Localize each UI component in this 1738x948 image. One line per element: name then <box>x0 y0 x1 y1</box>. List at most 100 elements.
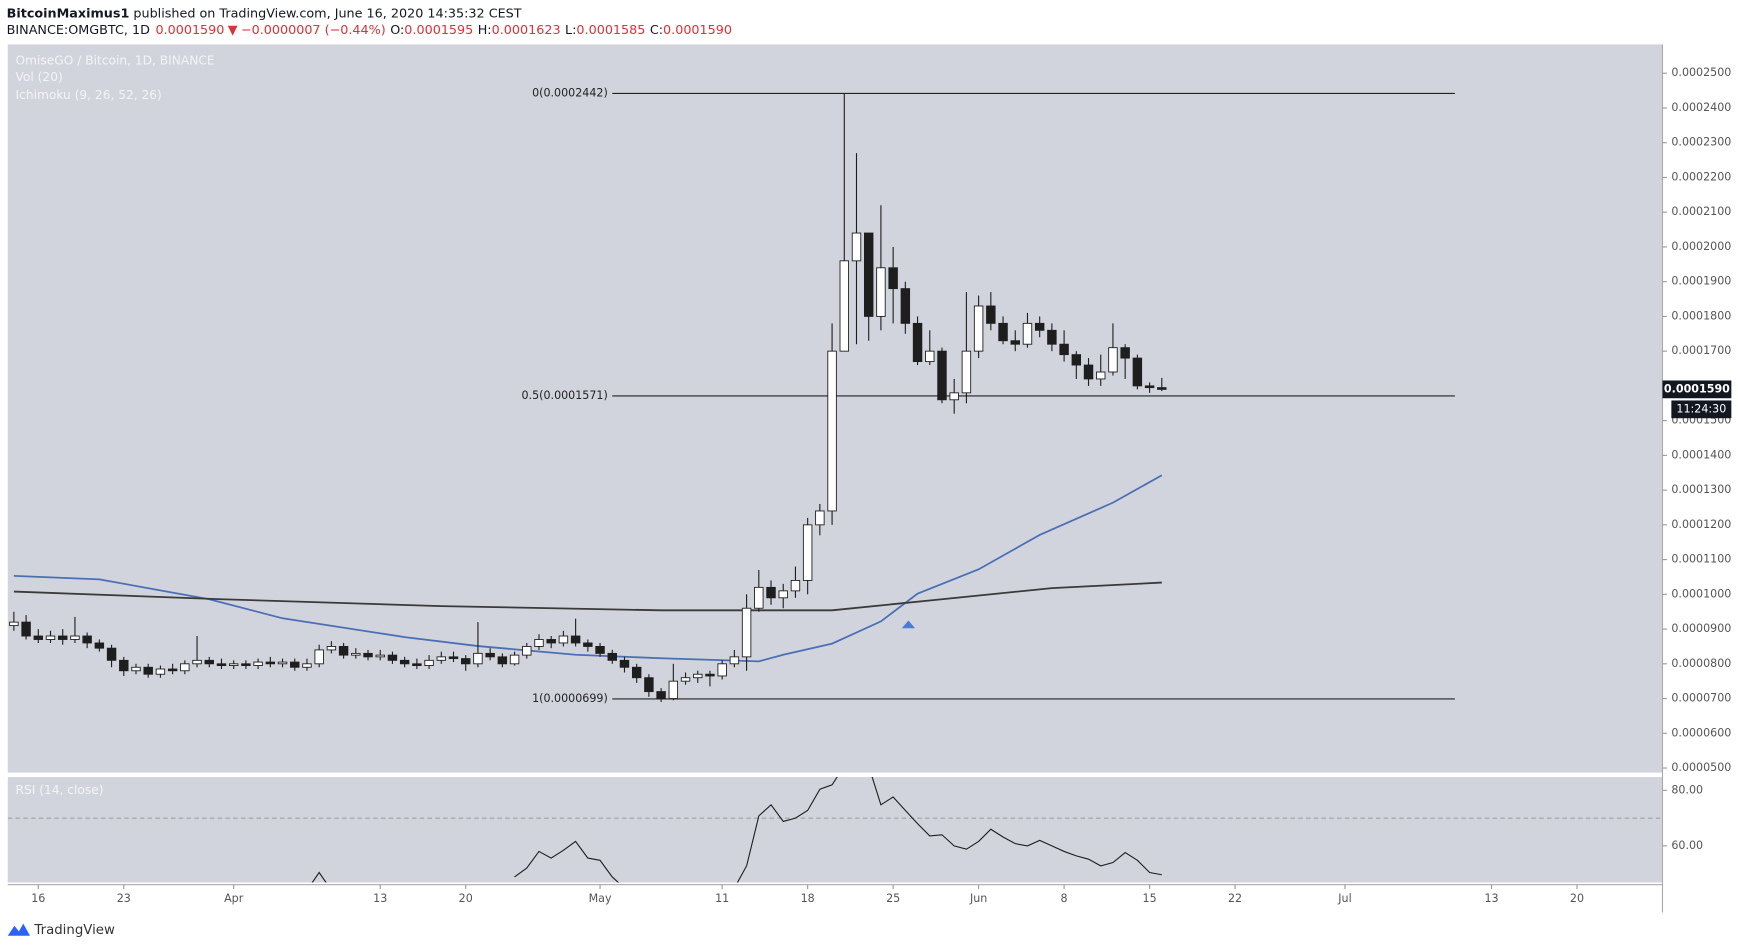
candle-body <box>1108 347 1118 373</box>
fib-label: 0(0.0002442) <box>532 86 608 99</box>
candle-body <box>1083 364 1094 380</box>
x-tick-label: Apr <box>224 892 244 905</box>
ohlc-label: C: <box>650 22 663 37</box>
candle-body <box>216 663 227 666</box>
y-tick-label: 0.0001700 <box>1671 344 1731 357</box>
y-tick-label: 0.0001000 <box>1671 587 1731 600</box>
candle-body <box>1132 357 1143 387</box>
candle-body <box>363 652 373 658</box>
candle-body <box>925 350 935 363</box>
candle-body <box>851 232 862 262</box>
candle-body <box>546 639 556 644</box>
candle-body <box>461 658 471 665</box>
y-tick-label: 0.0000500 <box>1671 761 1731 774</box>
candle-body <box>619 659 630 668</box>
candle-body <box>192 659 202 665</box>
candle-body <box>1071 354 1082 366</box>
candle-body <box>253 661 263 666</box>
candle-body <box>131 666 141 672</box>
published: published on TradingView.com, June 16, 2… <box>129 6 521 21</box>
last-price-label: 0.0001590 <box>1664 382 1730 395</box>
candle-body <box>998 322 1008 342</box>
candle-body <box>497 656 508 665</box>
y-tick-label: 0.0000800 <box>1671 657 1731 670</box>
candle-body <box>1047 329 1057 345</box>
candle-body <box>82 635 92 644</box>
candle-body <box>900 288 911 324</box>
candle-body <box>888 267 898 290</box>
candle-body <box>509 654 520 665</box>
candle-body <box>802 524 813 581</box>
x-tick-label: 23 <box>117 892 131 905</box>
candle-body <box>631 666 642 679</box>
header-line: BitcoinMaximus1 published on TradingView… <box>7 6 522 21</box>
candle-body <box>827 350 837 512</box>
legend-title: OmiseGO / Bitcoin, 1D, BINANCE <box>16 54 215 68</box>
x-tick-label: 20 <box>1570 892 1584 905</box>
candle-body <box>949 392 959 401</box>
candle-body <box>1096 371 1106 380</box>
candle-body <box>1010 340 1020 345</box>
header-line: BINANCE:OMGBTC, 1D 0.0001590 ▼ −0.0000007 (… <box>7 22 732 37</box>
x-tick-label: 13 <box>1484 892 1498 905</box>
ohlc-label: L: <box>565 22 576 37</box>
rsi-tick-label: 60.00 <box>1671 839 1703 852</box>
candle-body <box>204 659 214 665</box>
rsi-tick-label: 80.00 <box>1671 783 1703 796</box>
y-tick-label: 0.0002300 <box>1671 136 1731 149</box>
last-price-box <box>1662 380 1732 399</box>
x-tick-label: 20 <box>459 892 473 905</box>
candle-body <box>412 663 422 666</box>
candle-body <box>436 656 447 661</box>
candle-body <box>1059 343 1069 356</box>
candle-body <box>583 642 593 647</box>
arrow: ▼ <box>228 22 238 37</box>
candle-body <box>741 607 752 658</box>
candle-body <box>9 621 19 627</box>
candle-body <box>522 645 532 656</box>
y-tick-label: 0.0002200 <box>1671 170 1731 183</box>
candle-body <box>754 586 764 609</box>
candle-body <box>558 635 569 644</box>
candle-body <box>326 645 337 651</box>
candle-body <box>228 663 239 666</box>
symbol: BINANCE:OMGBTC, 1D <box>7 22 150 37</box>
candle-body <box>399 659 410 665</box>
candle-body <box>155 668 166 675</box>
candle-body <box>863 232 874 317</box>
candle-body <box>815 510 825 526</box>
candle-body <box>302 663 312 668</box>
ohlc-label: O: <box>390 22 404 37</box>
last: 0.0001590 <box>155 22 224 37</box>
ohlc-value: 0.0001595 <box>404 22 473 37</box>
axes: 0.0000500 0.0000600 0.0000700 0.0000800 0.00… <box>31 66 1731 905</box>
candle-body <box>961 350 972 394</box>
candle-body <box>607 652 617 661</box>
candle-body <box>70 635 80 640</box>
ohlc-value: 0.0001585 <box>576 22 645 37</box>
change: −0.0000007 (−0.44%) <box>241 22 386 37</box>
candle-body <box>937 350 947 401</box>
x-tick-label: 18 <box>801 892 815 905</box>
candle-body <box>717 663 727 677</box>
candle-body <box>338 645 349 656</box>
candle-body <box>1120 347 1130 359</box>
y-tick-label: 0.0002500 <box>1671 66 1731 79</box>
candle-body <box>973 305 984 352</box>
ohlc-value: 0.0001623 <box>492 22 561 37</box>
candle-body <box>265 661 276 665</box>
candle-body <box>314 649 324 665</box>
candle-body <box>290 661 300 668</box>
author: BitcoinMaximus1 <box>7 6 130 21</box>
y-tick-label: 0.0000900 <box>1671 622 1731 635</box>
y-tick-label: 0.0001900 <box>1671 275 1731 288</box>
candle-body <box>1022 322 1033 345</box>
x-tick-label: May <box>589 892 612 905</box>
candle-body <box>375 654 385 658</box>
candle-body <box>143 666 153 675</box>
x-tick-label: 15 <box>1143 892 1157 905</box>
candle-body <box>58 635 68 640</box>
candle-body <box>839 260 850 352</box>
footer: TradingView <box>7 923 115 938</box>
candle-body <box>167 668 178 672</box>
